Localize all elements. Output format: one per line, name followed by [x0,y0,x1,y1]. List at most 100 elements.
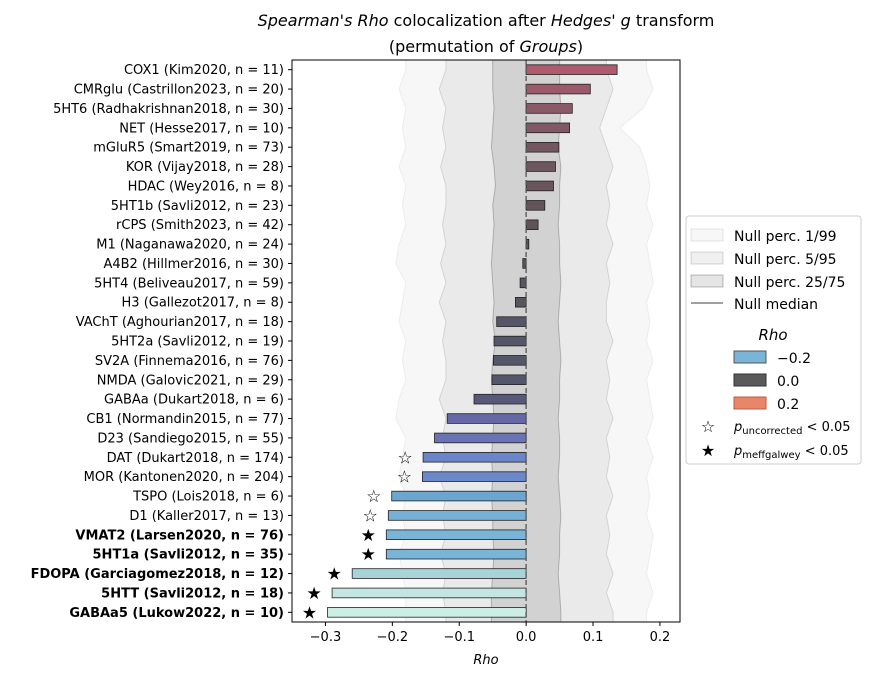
y-tick-labels: COX1 (Kim2020, n = 11) CMRglu (Castrillon… [31,63,292,621]
bar [327,607,527,618]
x-tick-label: −0.2 [377,630,409,645]
bar [422,451,527,463]
y-tick-label: NET (Hesse2017, n = 10) [119,121,284,136]
title-part: colocalization after [389,11,551,30]
legend-label-p-uncorrected: puncorrected < 0.05 [733,420,851,437]
legend-swatch-null-5-95 [690,251,724,265]
filled-star-icon: ★ [306,584,321,604]
y-tick-label: 5HT6 (Radhakrishnan2018, n = 30) [53,102,284,117]
y-tick-label: VMAT2 (Larsen2020, n = 76) [75,528,284,543]
y-tick-label: D1 (Kaller2017, n = 13) [129,509,284,524]
bar [351,568,527,579]
p-subscript: meffgalwey [742,450,800,461]
bar [525,200,546,211]
bar [525,141,560,153]
y-tick-label: 5HT4 (Beliveau2017, n = 59) [94,276,284,291]
title-part: transform [631,11,715,30]
y-tick-label: FDOPA (Garciagomez2018, n = 12) [31,567,284,582]
legend-label-null-5-95: Null perc. 5/95 [734,252,837,268]
title-part: Spearman's Rho [258,11,389,30]
x-tick-label: −0.1 [443,630,475,645]
bar [434,432,527,444]
bar [525,122,570,134]
legend-label-p-meff: pmeffgalwey < 0.05 [733,444,849,461]
bar [473,393,527,405]
plot-frame [291,59,681,623]
title-part: Hedges' g [551,11,631,30]
legend-swatch-rho-neg [733,350,767,364]
legend-swatch-null-25-75 [690,274,724,288]
p-threshold: < 0.05 [801,444,849,459]
x-ticks: −0.3 −0.2 −0.1 0.0 0.1 0.2 [310,622,671,645]
legend-label-rho-zero: 0.0 [777,374,799,390]
y-tick-label: GABAa5 (Lukow2022, n = 10) [69,606,284,621]
y-tick-label: TSPO (Lois2018, n = 6) [132,490,284,505]
y-tick-label: HDAC (Wey2016, n = 8) [128,180,284,195]
legend-swatch-null-1-99 [690,228,724,242]
bar [515,296,527,308]
y-tick-label: A4B2 (Hillmer2016, n = 30) [103,257,284,272]
y-tick-label: mGluR5 (Smart2019, n = 73) [93,141,284,156]
y-tick-label: MOR (Kantonen2020, n = 204) [84,470,284,485]
bar [491,374,527,385]
p-symbol: p [733,444,742,459]
y-tick-label: GABAa (Dukart2018, n = 6) [104,393,284,408]
bar [385,529,527,541]
title-part: ) [577,37,583,56]
x-tick-label: 0.1 [583,630,604,645]
bar [385,548,527,560]
legend-swatch-rho-pos [733,396,767,410]
y-tick-label: COX1 (Kim2020, n = 11) [124,63,284,78]
x-tick-label: −0.3 [310,630,342,645]
legend-frame [685,215,862,465]
legend-open-star-icon: ☆ [701,417,715,436]
y-tick-label: CMRglu (Castrillon2023, n = 20) [74,83,284,98]
y-tick-label: DAT (Dukart2018, n = 174) [107,451,284,466]
y-tick-label: KOR (Vijay2018, n = 28) [126,160,284,175]
y-tick-label: 5HT2a (Savli2012, n = 19) [111,335,284,350]
title-part: Groups [519,37,576,56]
filled-star-icon: ★ [361,545,376,565]
bar [519,277,527,289]
chart-title-line2: (permutation of Groups) [389,37,583,56]
bar [331,587,527,599]
y-tick-label: rCPS (Smith2023, n = 42) [116,218,284,233]
legend-label-rho-neg: −0.2 [777,351,811,367]
filled-star-icon: ★ [302,603,317,623]
bar [391,490,527,502]
legend-label-null-1-99: Null perc. 1/99 [734,229,837,245]
open-star-icon: ☆ [366,487,381,507]
bar [525,103,573,114]
y-tick-label: 5HTT (Savli2012, n = 18) [101,586,284,601]
p-symbol: p [733,420,742,435]
legend-label-null-median: Null median [734,297,818,313]
x-tick-label: 0.2 [650,630,671,645]
significance-markers: ☆☆☆☆★★★★★ [302,448,413,623]
bar [525,83,591,95]
y-tick-label: CB1 (Normandin2015, n = 77) [86,412,284,427]
open-star-icon: ☆ [397,448,412,468]
legend-swatch-rho-zero [733,373,767,387]
bar [421,471,527,482]
bar [525,180,554,192]
y-tick-label: M1 (Naganawa2020, n = 24) [96,238,284,253]
legend-label-null-25-75: Null perc. 25/75 [734,275,845,291]
y-tick-label: NMDA (Galovic2021, n = 29) [97,373,284,388]
y-tick-label: D23 (Sandiego2015, n = 55) [97,431,284,446]
bar [492,355,527,366]
x-axis-label: Rho [473,653,498,668]
bar [496,316,527,327]
y-tick-label: 5HT1a (Savli2012, n = 35) [93,548,284,563]
bar [387,510,527,521]
open-star-icon: ☆ [363,506,378,526]
bar [525,161,556,172]
y-tick-label: VAChT (Aghourian2017, n = 18) [76,315,284,330]
filled-star-icon: ★ [327,565,342,585]
bar [446,413,527,424]
y-tick-label: H3 (Gallezot2017, n = 8) [122,296,284,311]
legend: Null perc. 1/99 Null perc. 5/95 Null per… [685,215,862,465]
legend-filled-star-icon: ★ [701,441,715,460]
y-tick-label: SV2A (Finnema2016, n = 76) [95,354,284,369]
y-tick-label: 5HT1b (Savli2012, n = 23) [111,199,284,214]
